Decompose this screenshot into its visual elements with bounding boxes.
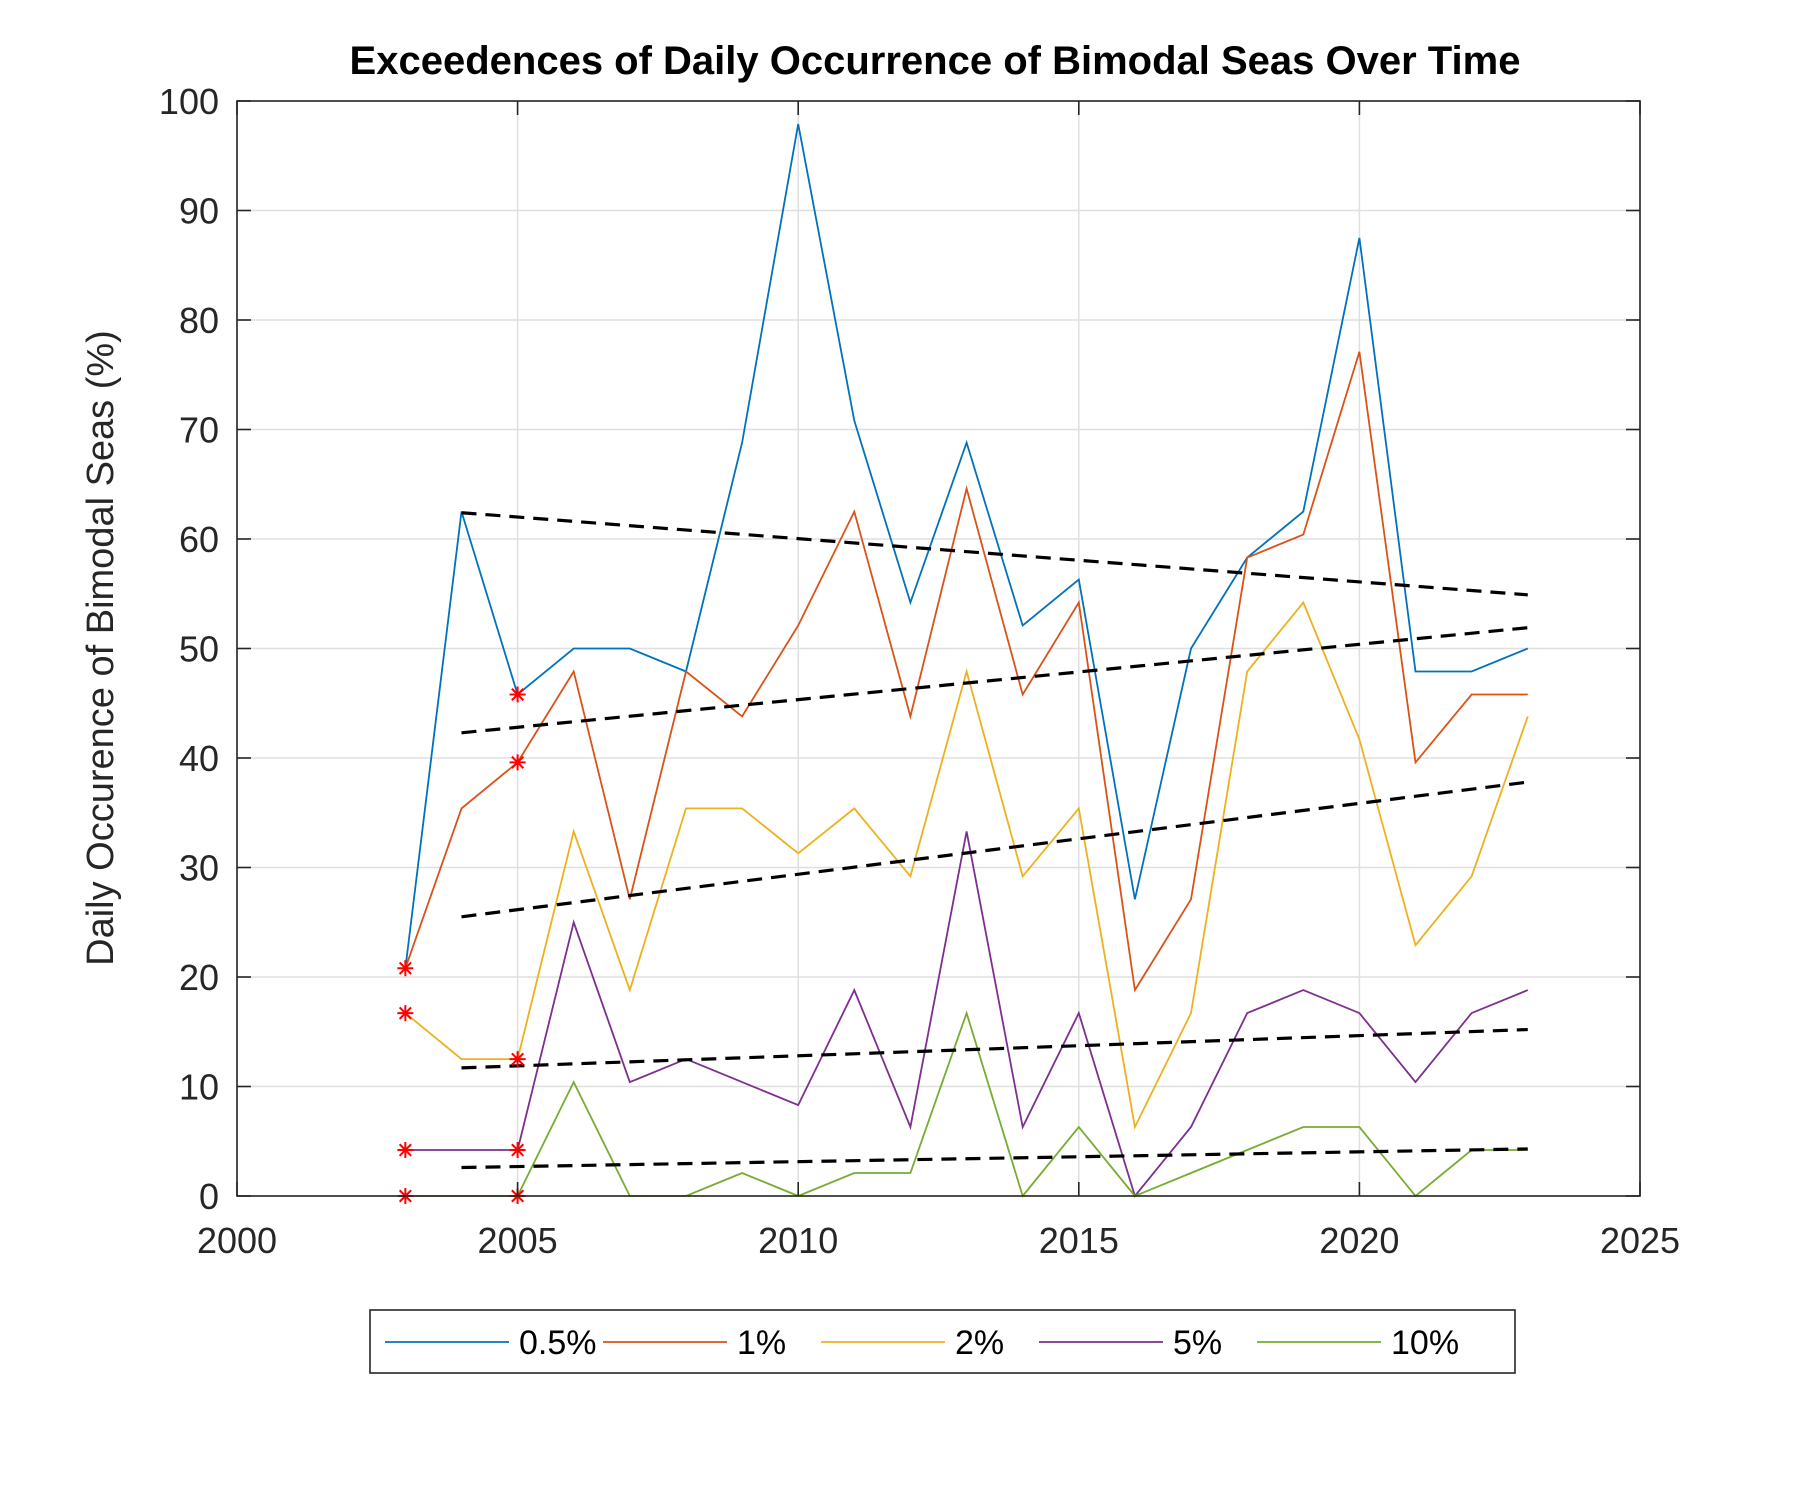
legend-label-1: 1% [737,1324,786,1362]
legend-label-2: 2% [955,1324,1004,1362]
y-tick-label: 40 [179,738,219,779]
chart-title: Exceedences of Daily Occurrence of Bimod… [350,39,1521,83]
legend-label-4: 10% [1391,1324,1459,1362]
trend-line-3 [461,1027,1528,1070]
x-tick-label: 2015 [1039,1220,1119,1261]
trend-line-4 [461,1147,1528,1170]
highlight-marker [509,1051,526,1068]
highlight-marker [509,686,526,703]
trend-line-1 [461,626,1528,735]
legend: 0.5% 1% 2% 5% 10% [369,1309,1516,1374]
legend-items: 0.5% 1% 2% 5% 10% [385,1324,1459,1362]
highlight-marker [509,754,526,771]
legend-label-0: 0.5% [519,1324,597,1362]
series-line-2 [404,600,1529,1130]
x-tick-label: 2020 [1319,1220,1399,1261]
x-tick-label: 2025 [1600,1220,1680,1261]
series-lines [404,123,1529,1198]
y-tick-label: 70 [179,410,219,451]
series-line-3 [405,831,1529,1198]
y-tick-label: 60 [179,519,219,560]
highlight-marker [397,1142,414,1159]
y-tick-label: 90 [179,191,219,232]
y-tick-label: 30 [179,848,219,889]
y-tick-label: 10 [179,1067,219,1108]
x-tick-label: 2000 [197,1220,277,1261]
highlight-marker [397,1005,414,1022]
y-axis-title: Daily Occurence of Bimodal Seas (%) [80,330,122,966]
axis-ticks [236,100,1641,1197]
x-tick-label: 2010 [758,1220,838,1261]
trend-lines [461,511,1528,1170]
y-tick-labels: 0 10 20 30 40 50 60 70 80 90 100 [159,81,219,1217]
y-tick-label: 100 [159,81,219,122]
y-tick-label: 0 [199,1176,219,1217]
x-tick-labels: 2000 2005 2010 2015 2020 2025 [197,1220,1680,1261]
x-tick-label: 2005 [478,1220,558,1261]
series-line-0 [404,123,1529,969]
trend-line-0 [461,511,1528,597]
series-line-4 [405,1010,1528,1198]
y-tick-label: 20 [179,957,219,998]
legend-label-3: 5% [1173,1324,1222,1362]
y-tick-label: 80 [179,300,219,341]
highlight-marker [397,960,414,977]
trend-line-2 [461,780,1528,919]
series-line-1 [404,351,1528,993]
highlight-marker [509,1142,526,1159]
y-tick-label: 50 [179,629,219,670]
